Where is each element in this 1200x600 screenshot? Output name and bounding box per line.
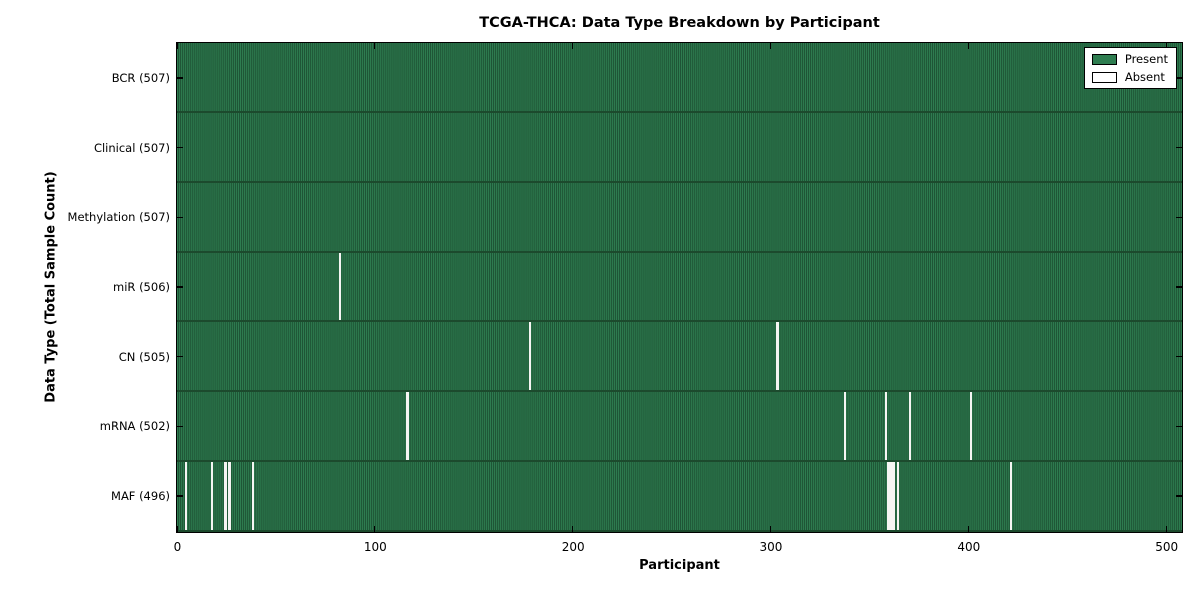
- x-tick: [1165, 526, 1167, 532]
- y-tick-label: BCR (507): [111, 70, 170, 85]
- x-tick: [176, 526, 178, 532]
- legend-entry-present: Present: [1091, 52, 1168, 66]
- row-miR: [177, 252, 1182, 323]
- plot-area: Present Absent: [176, 42, 1183, 533]
- x-tick-label: 400: [957, 540, 981, 554]
- y-tick: [177, 146, 183, 149]
- absent-bar: [885, 392, 888, 461]
- legend: Present Absent: [1083, 47, 1177, 89]
- absent-bar: [339, 252, 342, 321]
- x-tick: [176, 43, 178, 49]
- y-tick-label: mRNA (502): [99, 419, 170, 434]
- chart-title: TCGA-THCA: Data Type Breakdown by Partic…: [479, 15, 880, 31]
- x-tick: [967, 43, 969, 49]
- y-tick: [1176, 146, 1182, 149]
- y-tick: [177, 216, 183, 218]
- absent-bar: [406, 392, 409, 461]
- x-tick: [374, 43, 376, 49]
- x-tick: [769, 43, 772, 49]
- absent-bar: [529, 322, 532, 391]
- x-tick: [967, 526, 969, 532]
- y-tick: [177, 286, 183, 288]
- x-tick-label: 0: [173, 540, 182, 554]
- absent-bar: [184, 462, 188, 531]
- absent-bar: [1009, 462, 1013, 531]
- absent-bar: [887, 462, 890, 531]
- absent-bar: [224, 462, 227, 531]
- present-swatch-icon: [1091, 53, 1117, 65]
- x-tick-label: 200: [561, 540, 585, 554]
- x-tick: [769, 526, 772, 532]
- row-BCR: [177, 43, 1182, 113]
- row-mRNA: [177, 392, 1182, 463]
- absent-bar: [897, 462, 900, 531]
- x-tick-label: 500: [1155, 540, 1179, 554]
- y-tick: [1176, 425, 1182, 428]
- legend-entry-absent: Absent: [1091, 70, 1168, 84]
- y-tick-label: MAF (496): [111, 489, 170, 504]
- absent-swatch-icon: [1091, 71, 1117, 83]
- absent-bar: [252, 462, 255, 531]
- y-tick: [1176, 495, 1182, 497]
- y-tick: [1176, 77, 1182, 79]
- absent-bar: [970, 392, 973, 461]
- x-tick: [1165, 43, 1167, 49]
- y-tick: [1176, 216, 1182, 218]
- x-tick: [572, 526, 574, 532]
- absent-bar: [891, 462, 894, 531]
- absent-bar: [893, 462, 896, 531]
- x-tick-label: 300: [759, 540, 783, 554]
- absent-bar: [228, 462, 231, 531]
- row-Clinical: [177, 112, 1182, 183]
- legend-label-absent: Absent: [1124, 70, 1165, 84]
- y-tick: [177, 495, 183, 497]
- y-tick: [1176, 286, 1182, 288]
- x-tick-label: 100: [363, 540, 387, 554]
- absent-bar: [843, 392, 846, 461]
- x-tick: [572, 43, 574, 49]
- y-tick: [1176, 356, 1182, 358]
- x-tick: [374, 526, 376, 532]
- legend-label-present: Present: [1124, 52, 1168, 66]
- x-axis-label: Participant: [639, 558, 720, 573]
- row-CN: [177, 322, 1182, 393]
- absent-bar: [210, 462, 213, 531]
- y-tick-label: miR (506): [113, 280, 170, 294]
- y-tick-label: Methylation (507): [67, 210, 170, 225]
- row-MAF: [177, 462, 1182, 533]
- y-tick-label: CN (505): [118, 349, 170, 364]
- absent-bar: [889, 462, 892, 531]
- absent-bar: [776, 322, 779, 391]
- row-Methylation: [177, 182, 1182, 253]
- y-tick: [177, 356, 183, 358]
- y-tick-label: Clinical (507): [93, 140, 170, 155]
- y-tick: [177, 77, 183, 79]
- y-tick: [177, 425, 183, 428]
- absent-bar: [908, 392, 912, 461]
